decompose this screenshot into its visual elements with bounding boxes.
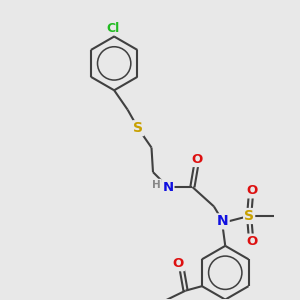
Text: O: O xyxy=(173,257,184,270)
Text: N: N xyxy=(162,181,173,194)
Text: H: H xyxy=(152,180,161,190)
Text: N: N xyxy=(217,214,229,228)
Text: S: S xyxy=(244,209,254,223)
Text: O: O xyxy=(246,184,257,197)
Text: O: O xyxy=(246,235,257,248)
Text: O: O xyxy=(192,153,203,166)
Text: Cl: Cl xyxy=(106,22,119,35)
Text: S: S xyxy=(133,121,143,135)
